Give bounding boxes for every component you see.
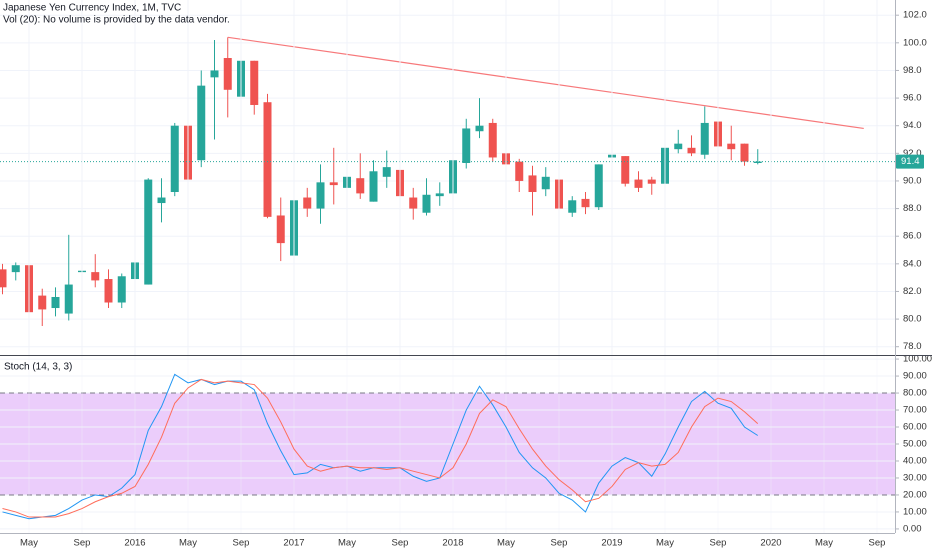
- y-tick-label: 30.00: [903, 472, 927, 483]
- y-tick-label: 86.0: [903, 231, 922, 242]
- candle-body: [303, 197, 312, 209]
- chart-subtitle: Vol (20): No volume is provided by the d…: [3, 15, 230, 26]
- candle-body: [687, 147, 696, 154]
- x-tick-label: May: [179, 538, 197, 549]
- candle-body: [727, 143, 736, 150]
- candle-body: [515, 161, 524, 181]
- candle-body: [568, 200, 577, 213]
- last-price-box: [896, 154, 924, 169]
- candle-body: [356, 178, 365, 194]
- stoch-line: [2, 373, 759, 520]
- candle-body: [38, 295, 47, 310]
- candle-body: [369, 171, 378, 202]
- price-pane: [0, 0, 895, 355]
- candle-body: [740, 143, 749, 162]
- y-tick-label: 60.00: [903, 422, 927, 433]
- candle-body: [263, 102, 272, 217]
- x-tick-label: Sep: [710, 538, 727, 549]
- x-tick-label: May: [497, 538, 515, 549]
- y-tick-label: 10.00: [903, 506, 927, 517]
- x-tick-label: May: [20, 538, 38, 549]
- x-tick-label: 2018: [442, 538, 463, 549]
- y-tick-label: 0.00: [903, 523, 922, 534]
- y-tick-label: 98.0: [903, 65, 922, 76]
- last-price-label: 91.4: [901, 156, 920, 167]
- candle-body: [435, 193, 444, 197]
- candle-body: [11, 265, 20, 273]
- trendline: [227, 36, 864, 130]
- candle-body: [647, 179, 656, 184]
- x-tick-label: Sep: [869, 538, 886, 549]
- candle-body: [64, 284, 73, 314]
- candle-body: [634, 179, 643, 188]
- candle-body: [104, 279, 113, 303]
- candle-body: [581, 198, 590, 208]
- axes: 78.0 80.0 82.0 84.0 86.0 88.0 90.0 92.0 94.0 96.0…: [20, 10, 932, 549]
- candle-body: [316, 182, 325, 209]
- candle-body: [0, 269, 7, 288]
- candle-body: [462, 128, 471, 163]
- y-tick-label: 92.0: [903, 148, 922, 159]
- candle-body: [91, 272, 100, 281]
- y-tick-label: 88.0: [903, 203, 922, 214]
- y-tick-label: 80.00: [903, 388, 927, 399]
- candle-body: [157, 197, 166, 204]
- candle-body: [170, 125, 179, 193]
- candle-body: [276, 215, 285, 244]
- x-tick-label: Sep: [392, 538, 409, 549]
- x-tick-label: 2016: [124, 538, 145, 549]
- x-tick-label: May: [338, 538, 356, 549]
- candle-body: [409, 197, 418, 209]
- candle-body: [210, 70, 219, 78]
- candle-body: [51, 296, 60, 309]
- y-tick-label: 90.0: [903, 175, 922, 186]
- y-tick-label: 80.0: [903, 314, 922, 325]
- x-tick-label: Sep: [74, 538, 91, 549]
- y-tick-label: 96.0: [903, 93, 922, 104]
- candle-body: [541, 176, 550, 190]
- y-tick-label: 70.00: [903, 405, 927, 416]
- candle-body: [621, 156, 630, 184]
- candle-body: [594, 164, 603, 208]
- stoch-line: [2, 378, 759, 518]
- stoch-pane: [0, 356, 895, 533]
- x-tick-label: 2017: [283, 538, 304, 549]
- candle-body: [422, 194, 431, 213]
- x-tick-label: 2020: [760, 538, 781, 549]
- y-tick-label: 90.00: [903, 371, 927, 382]
- candle-body: [753, 161, 762, 163]
- y-tick-label: 102.0: [903, 10, 927, 21]
- candle-body: [700, 122, 709, 155]
- x-tick-label: May: [815, 538, 833, 549]
- candle-body: [674, 143, 683, 150]
- candle-body: [117, 276, 126, 303]
- y-tick-label: 100.00: [903, 354, 932, 365]
- x-tick-label: 2019: [601, 538, 622, 549]
- y-tick-label: 82.0: [903, 286, 922, 297]
- x-tick-label: Sep: [551, 538, 568, 549]
- y-tick-label: 50.00: [903, 439, 927, 450]
- x-tick-label: Sep: [233, 538, 250, 549]
- candle-body: [329, 182, 338, 186]
- candle-body: [488, 122, 497, 158]
- y-tick-label: 100.0: [903, 37, 927, 48]
- y-tick-label: 20.00: [903, 489, 927, 500]
- indicator-title: Stoch (14, 3, 3): [4, 362, 72, 373]
- x-tick-label: May: [656, 538, 674, 549]
- candle-body: [528, 175, 537, 193]
- candle-body: [475, 125, 484, 132]
- candle-body: [223, 58, 232, 90]
- y-tick-label: 78.0: [903, 341, 922, 352]
- y-tick-label: 40.00: [903, 456, 927, 467]
- y-tick-label: 84.0: [903, 258, 922, 269]
- candle-body: [382, 167, 391, 177]
- candle-body: [250, 60, 259, 105]
- candle-body: [197, 85, 206, 161]
- candle-body: [144, 179, 153, 285]
- chart-title: Japanese Yen Currency Index, 1M, TVC: [3, 3, 181, 14]
- y-tick-label: 94.0: [903, 120, 922, 131]
